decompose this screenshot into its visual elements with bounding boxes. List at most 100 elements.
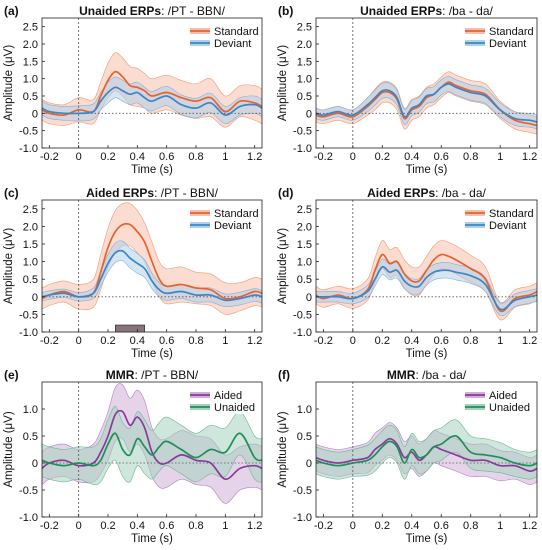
- panel-a: -0.2 0 0.2 0.4 0.6 0.8 1 1.2 -1.0 -0.5 0 0.5 1.0 1.5 2…: [3, 4, 263, 176]
- y-tick-label: 0: [306, 292, 312, 304]
- series-line-aided: [316, 437, 537, 472]
- panel-f: -0.2 0 0.2 0.4 0.6 0.8 1 1.2 -1.0 -0.5 0 0.5 1.0 Time…: [277, 368, 538, 545]
- x-tick-label: 0: [76, 520, 82, 532]
- x-tick-label: 1.2: [247, 335, 262, 347]
- panel-title-bold: Aided ERPs: [367, 186, 435, 200]
- y-tick-label: 1.5: [23, 56, 38, 68]
- panel-letter: (f): [278, 368, 290, 382]
- panel-title-bold: Unaided ERPs: [360, 4, 442, 18]
- y-tick-label: 1.5: [23, 239, 38, 251]
- y-tick-label: -0.5: [293, 485, 312, 497]
- x-tick-label: 1: [497, 151, 503, 163]
- plot-area: [42, 200, 262, 332]
- panel-title: MMR: /ba - da/: [387, 368, 467, 382]
- series-line-standard: [42, 70, 262, 117]
- y-tick-label: 1.0: [23, 74, 38, 86]
- legend-label: Deviant: [214, 220, 251, 232]
- y-tick-label: 0.5: [297, 91, 312, 103]
- x-tick-label: 1.2: [247, 151, 262, 163]
- series-line-deviant: [316, 83, 537, 123]
- x-tick-label: -0.2: [40, 151, 59, 163]
- x-tick-label: 0.8: [188, 151, 203, 163]
- y-tick-label: 0.5: [23, 274, 38, 286]
- axes-frame: [41, 199, 263, 333]
- y-tick-label: -1.0: [19, 143, 38, 155]
- x-tick-label: 1: [222, 520, 228, 532]
- x-tick-label: 0.6: [159, 335, 174, 347]
- series-line-standard: [316, 81, 537, 127]
- panel-letter: (c): [4, 186, 19, 200]
- band-deviant: [316, 75, 537, 130]
- legend-label: Standard: [489, 208, 534, 220]
- panel-letter: (e): [4, 368, 19, 382]
- legend-label: Standard: [214, 208, 259, 220]
- band-deviant: [42, 240, 262, 308]
- x-axis-label: Time (s): [131, 533, 173, 545]
- series-line-deviant: [42, 249, 262, 302]
- x-tick-label: 0.8: [463, 520, 478, 532]
- x-axis-label: Time (s): [406, 348, 448, 360]
- x-tick-label: 0.2: [375, 335, 390, 347]
- plot-area: [42, 18, 262, 148]
- x-tick-label: 0.2: [375, 151, 390, 163]
- y-tick-label: 2.0: [297, 39, 312, 51]
- x-axis-label: Time (s): [131, 348, 173, 360]
- y-tick-label: -0.5: [293, 309, 312, 321]
- x-tick-label: 0.4: [404, 151, 419, 163]
- y-tick-label: 0.5: [297, 431, 312, 443]
- panel-title-bold: Unaided ERPs: [79, 4, 161, 18]
- y-tick-label: 2.5: [297, 204, 312, 216]
- y-tick-label: 2.0: [297, 221, 312, 233]
- x-tick-label: 0.8: [463, 151, 478, 163]
- significance-bar: [115, 324, 145, 333]
- x-tick-label: 0: [350, 151, 356, 163]
- y-tick-label: 1.0: [297, 257, 312, 269]
- x-tick-label: 0.8: [463, 335, 478, 347]
- x-axis-label: Time (s): [406, 164, 448, 176]
- y-tick-label: 2.0: [23, 39, 38, 51]
- x-tick-label: 0.4: [404, 520, 419, 532]
- y-tick-label: -1.0: [293, 143, 312, 155]
- y-tick-label: 0: [306, 458, 312, 470]
- y-tick-label: -0.5: [293, 126, 312, 138]
- x-tick-label: 0.4: [130, 151, 145, 163]
- panel-title-rest: : /ba - da/: [442, 4, 493, 18]
- x-axis-label: Time (s): [406, 533, 448, 545]
- plot-area: [316, 200, 537, 332]
- x-tick-label: 0.8: [188, 520, 203, 532]
- y-tick-label: 1.0: [23, 257, 38, 269]
- y-tick-label: -1.0: [19, 512, 38, 524]
- y-axis-label: Amplitude (μV): [277, 228, 289, 304]
- x-tick-label: 0.2: [375, 520, 390, 532]
- legend-label: Standard: [489, 26, 534, 38]
- legend-label: Aided: [489, 390, 517, 402]
- x-tick-label: 0: [76, 335, 82, 347]
- panel-title-rest: : /PT - BBN/: [154, 186, 218, 200]
- legend-label: Deviant: [489, 220, 526, 232]
- y-axis-label: Amplitude (μV): [277, 45, 289, 121]
- panel-title-rest: : /ba - da/: [435, 186, 486, 200]
- panel-letter: (a): [4, 4, 19, 18]
- panel-b: -0.2 0 0.2 0.4 0.6 0.8 1 1.2 -1.0 -0.5 0 0.5 1.0 1.5 2…: [277, 4, 538, 176]
- panel-letter: (d): [278, 186, 293, 200]
- legend-label: Deviant: [214, 38, 251, 50]
- y-tick-label: 0: [306, 108, 312, 120]
- y-tick-label: -1.0: [19, 327, 38, 339]
- y-tick-label: -0.5: [19, 485, 38, 497]
- x-tick-label: 0.6: [159, 520, 174, 532]
- x-axis-label: Time (s): [131, 164, 173, 176]
- panel-title: Aided ERPs: /ba - da/: [367, 186, 486, 200]
- legend-label: Unaided: [489, 402, 530, 414]
- x-tick-label: 1: [222, 151, 228, 163]
- x-tick-label: 1.2: [247, 520, 262, 532]
- y-tick-label: -1.0: [293, 512, 312, 524]
- band-deviant: [42, 76, 262, 125]
- panel-title-rest: : /PT - BBN/: [161, 4, 225, 18]
- y-tick-label: 1.0: [23, 404, 38, 416]
- panel-title-rest: : /ba - da/: [415, 368, 466, 382]
- panel-title: Unaided ERPs: /ba - da/: [360, 4, 493, 18]
